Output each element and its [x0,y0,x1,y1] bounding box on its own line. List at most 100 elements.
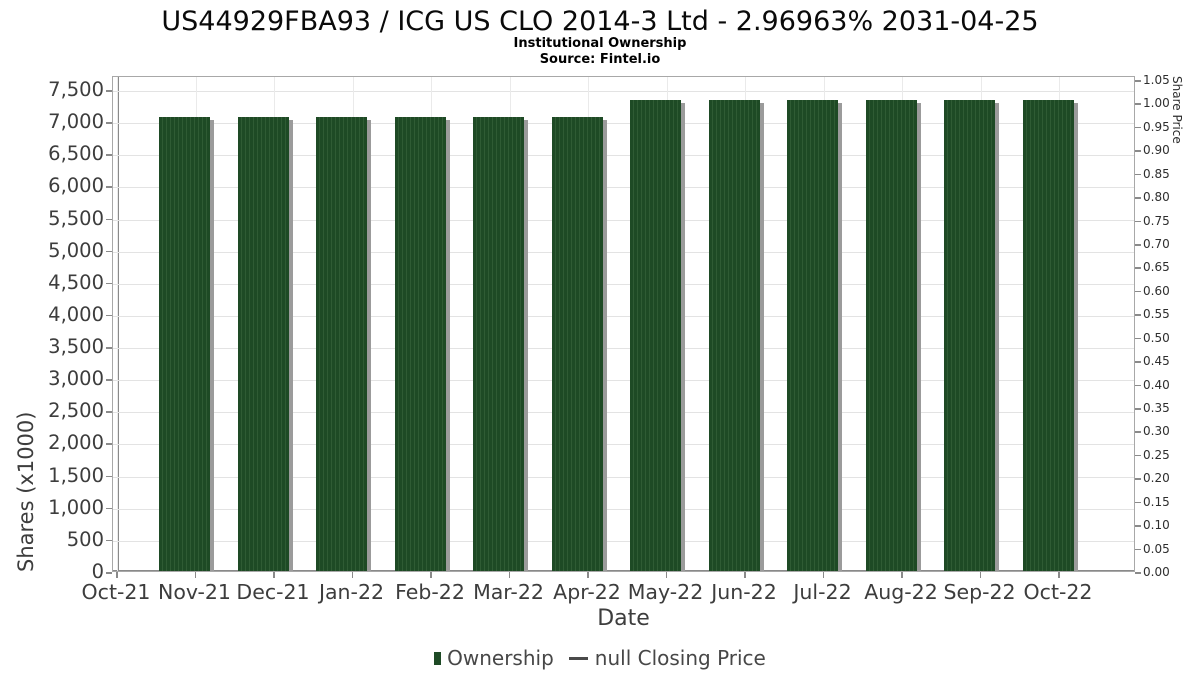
x-axis-tick-mark [901,572,903,578]
y-axis-right-tick-mark [1135,337,1141,340]
y-axis-left-tick-mark [106,539,112,542]
y-axis-left-tick-label: 1,000 [48,495,104,519]
y-axis-left-tick-mark [106,282,112,285]
y-axis-right-tick-label: 0.25 [1143,447,1170,462]
x-axis-tick-mark [979,572,981,578]
x-axis-tick-mark [822,572,824,578]
gridline-horizontal [113,540,1134,542]
y-axis-right-tick-label: 0.90 [1143,143,1170,158]
y-axis-right-tick-mark [1135,126,1141,129]
y-axis-left-tick-mark [106,218,112,221]
y-axis-right-tick-mark [1135,572,1141,574]
y-axis-right-tick-mark [1135,314,1141,316]
x-axis-tick-label: Jul-22 [793,580,852,604]
gridline-horizontal [113,412,1134,414]
y-axis-right-tick-label: 0.60 [1143,283,1170,298]
y-axis-right-tick-label: 0.50 [1143,330,1170,345]
y-axis-right-tick-mark [1135,525,1141,527]
gridline-horizontal [113,187,1134,189]
y-axis-left-tick-mark [106,572,112,574]
x-axis-tick-label: Sep-22 [943,580,1016,604]
y-axis-right-tick-label: 0.15 [1143,494,1170,509]
y-axis-right-tick-label: 0.35 [1143,401,1170,415]
y-axis-right-tick-mark [1135,548,1141,551]
gridline-horizontal [113,251,1134,253]
y-axis-right-title: Share Price [1170,76,1184,144]
y-axis-left-tick-mark [106,90,112,92]
y-axis-right-tick-label: 0.00 [1143,565,1170,579]
ownership-bar [473,117,524,571]
y-axis-left-tick-label: 0 [91,560,104,583]
legend-label-ownership: Ownership [447,646,554,670]
y-axis-right-tick-label: 0.55 [1143,307,1170,322]
y-axis-left-tick-label: 5,500 [48,206,104,230]
y-axis-right-tick-label: 0.45 [1143,354,1170,369]
y-axis-left-tick-mark [106,314,112,317]
legend: Ownership null Closing Price [0,646,1200,670]
x-axis-tick-label: Mar-22 [473,580,544,604]
x-axis-tick-mark [1058,572,1060,578]
y-axis-left-tick-label: 500 [66,527,104,551]
ownership-bar [944,100,995,571]
y-axis-left-tick-label: 4,500 [48,270,104,294]
gridline-horizontal [113,380,1134,382]
gridline-horizontal [113,283,1134,285]
y-axis-left-tick-mark [106,507,112,510]
ownership-bar [708,100,760,571]
ownership-bar [316,117,367,571]
x-axis-tick-label: Feb-22 [395,580,465,604]
gridline-horizontal [113,508,1134,510]
y-axis-left-tick-mark [106,379,112,381]
x-axis-tick-mark [508,572,510,578]
y-axis-right-tick-mark [1135,103,1141,105]
ownership-bar [237,117,289,571]
y-axis-left-tick-label: 7,500 [48,78,104,101]
y-axis-left-tick-label: 1,500 [48,463,104,487]
y-axis-right-tick-mark [1135,454,1141,457]
x-axis-tick-label: Oct-22 [1023,580,1093,604]
y-axis-right-tick-mark [1135,501,1141,504]
y-axis-right-tick-mark [1135,290,1141,293]
y-axis-left-tick-mark [106,154,112,156]
x-axis-tick-label: Oct-21 [81,580,151,604]
y-axis-right-tick-label: 0.40 [1143,377,1170,392]
ownership-bar [787,100,838,571]
y-axis-left-tick-label: 3,000 [48,367,104,391]
x-axis-tick-label: May-22 [627,580,704,604]
ownership-bar [865,100,917,571]
y-axis-right-tick-mark [1135,431,1141,433]
x-axis-tick-mark [744,572,746,578]
ownership-bar [630,100,681,571]
gridline-horizontal [113,476,1134,478]
y-axis-right-tick-label: 0.30 [1143,424,1170,439]
y-axis-left-tick-mark [106,250,112,253]
x-axis-title: Date [597,606,650,631]
chart-subtitle: Institutional Ownership [513,36,687,51]
gridline-horizontal [113,348,1134,350]
y-axis-right-tick-mark [1135,173,1141,176]
x-axis-tick-mark [430,572,432,578]
x-axis-tick-label: Apr-22 [553,580,621,604]
y-axis-right-tick-label: 0.05 [1143,541,1170,556]
gridline-horizontal [113,155,1134,157]
x-axis-tick-mark [587,572,589,578]
y-axis-right-tick-mark [1135,150,1141,152]
legend-label-closing-price: null Closing Price [594,646,766,670]
gridline-horizontal [113,219,1134,221]
y-axis-right-tick-mark [1135,408,1141,410]
chart-title: US44929FBA93 / ICG US CLO 2014-3 Ltd - 2… [161,6,1039,37]
x-axis-tick-mark [116,572,118,578]
y-axis-left-tick-label: 6,500 [48,142,104,166]
x-axis-tick-mark [665,572,667,578]
x-axis-tick-mark [273,572,275,578]
y-axis-left-tick-label: 3,500 [48,335,104,359]
y-axis-right-tick-label: 0.20 [1143,471,1170,486]
x-axis-tick-label: Jun-22 [711,580,777,604]
x-axis-tick-mark [194,572,196,578]
y-axis-right-tick-label: 0.65 [1143,260,1170,275]
gridline-vertical [117,77,118,571]
y-axis-right-tick-mark [1135,197,1141,199]
x-axis-line [113,569,1134,571]
y-axis-right-tick-label: 0.75 [1143,213,1170,228]
y-axis-right-tick-label: 1.00 [1143,96,1170,111]
